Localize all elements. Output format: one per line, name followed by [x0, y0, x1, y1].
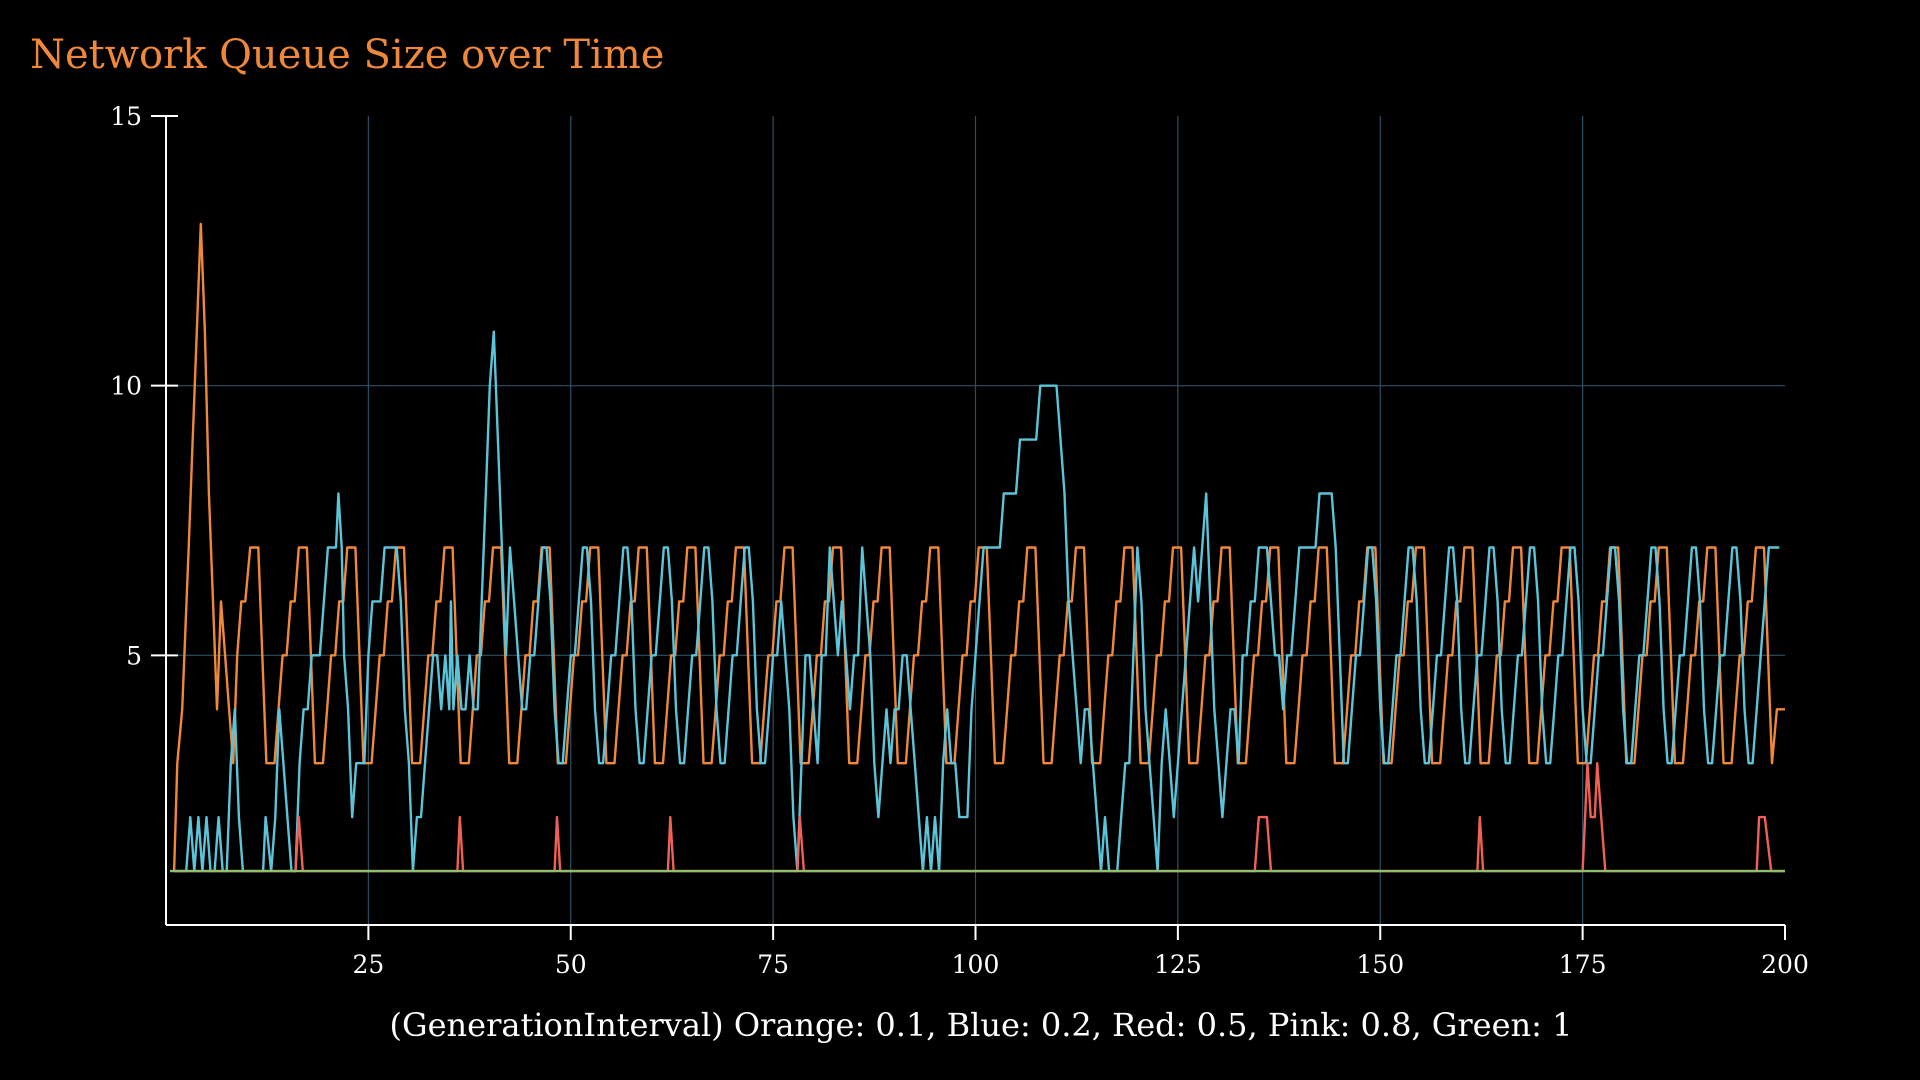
axes: [151, 115, 1786, 940]
series-line-orange: [172, 222, 1785, 872]
series-line-blue: [174, 330, 1780, 873]
x-tick-label: 175: [1559, 950, 1607, 979]
series-lines: [170, 222, 1785, 873]
x-axis-label: (GenerationInterval) Orange: 0.1, Blue: …: [390, 1006, 1573, 1044]
y-tick-label: 10: [110, 372, 142, 401]
x-tick-label: 25: [352, 950, 384, 979]
y-tick-label: 15: [110, 102, 142, 131]
x-tick-label: 150: [1356, 950, 1404, 979]
y-tick-label: 5: [126, 641, 142, 670]
x-tick-label: 200: [1761, 950, 1809, 979]
tick-labels: 25 50 75 100 125 150 175 200 5 10 15: [110, 102, 1809, 979]
grid: [166, 116, 1785, 925]
x-tick-label: 50: [555, 950, 587, 979]
x-tick-label: 100: [952, 950, 1000, 979]
x-tick-label: 125: [1154, 950, 1202, 979]
x-tick-label: 75: [757, 950, 789, 979]
chart-title: Network Queue Size over Time: [30, 32, 664, 78]
